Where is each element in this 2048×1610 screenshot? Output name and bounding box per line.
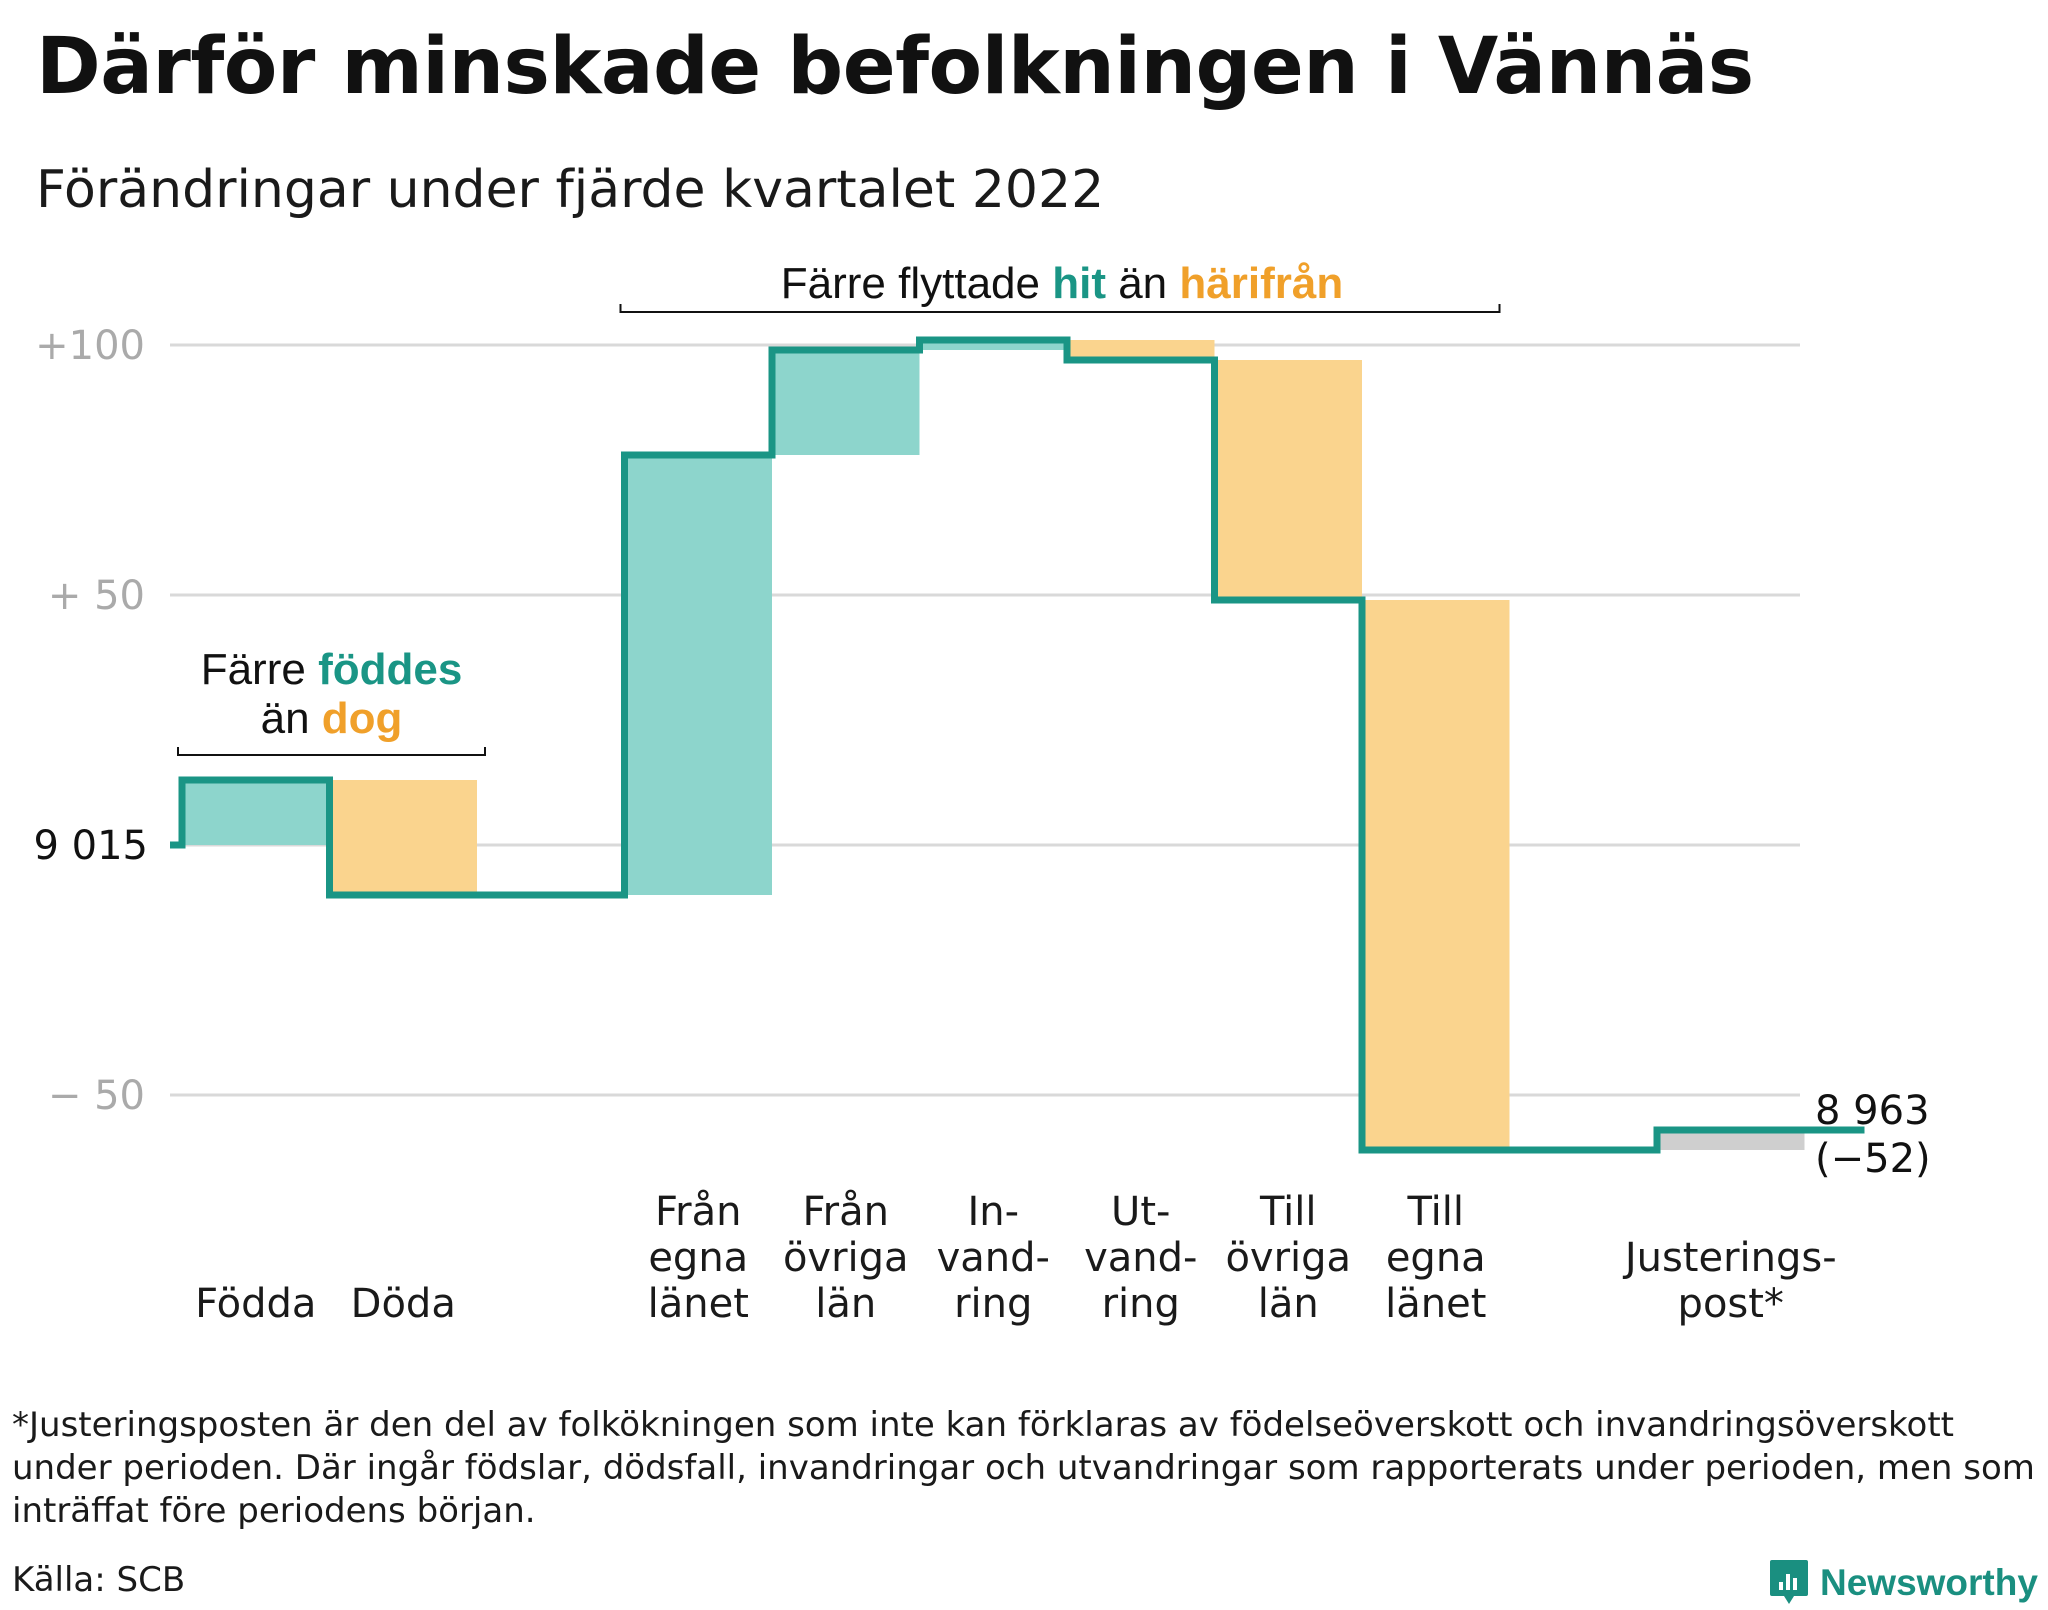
migration-annotation-part: härifrån <box>1179 259 1343 308</box>
category-label: vand- <box>1084 1235 1197 1281</box>
brand-name: Newsworthy <box>1820 1562 2038 1603</box>
bar-adjustment <box>1657 1130 1805 1150</box>
category-label: län <box>815 1281 876 1327</box>
newsworthy-logo-icon <box>1770 1560 1808 1604</box>
y-tick-label: +100 <box>35 323 145 369</box>
category-label: länet <box>1385 1281 1486 1327</box>
bar-increase <box>919 340 1067 350</box>
category-label: Justerings- <box>1622 1235 1837 1281</box>
category-label: län <box>1258 1281 1319 1327</box>
category-label: post* <box>1678 1281 1784 1327</box>
births-annotation-line2-part: dog <box>322 694 403 743</box>
bar-increase <box>624 455 772 895</box>
category-label: övriga <box>783 1235 909 1281</box>
births-bracket <box>177 747 486 756</box>
start-value-label: 9 015 <box>33 823 148 869</box>
category-label: Till <box>1406 1189 1464 1235</box>
migration-annotation-part: än <box>1106 259 1179 308</box>
y-tick-label: + 50 <box>48 573 145 619</box>
migration-annotation: Färre flyttade hit än härifrån <box>781 259 1343 308</box>
chart-title: Därför minskade befolkningen i Vännäs <box>36 22 1754 112</box>
migration-annotation-part: hit <box>1052 259 1106 308</box>
births-annotation-line2: än dog <box>261 694 403 743</box>
category-label: Döda <box>351 1281 456 1327</box>
migration-annotation-part: Färre flyttade <box>781 259 1052 308</box>
end-value-label: 8 963 <box>1815 1088 1930 1134</box>
migration-bracket <box>619 304 1501 313</box>
chart-subtitle: Förändringar under fjärde kvartalet 2022 <box>36 160 1105 220</box>
bar-decrease <box>1067 340 1215 360</box>
end-change-label: (−52) <box>1815 1136 1931 1182</box>
category-label: Från <box>803 1189 889 1235</box>
category-label: egna <box>1386 1235 1486 1281</box>
category-label: In- <box>967 1189 1019 1235</box>
cumulative-step-line <box>170 336 1865 1154</box>
newsworthy-logo[interactable]: Newsworthy <box>1768 1556 2038 1610</box>
bar-increase <box>772 350 920 455</box>
bar-increase <box>182 780 330 845</box>
bar-decrease <box>1362 600 1510 1150</box>
category-label: övriga <box>1225 1235 1351 1281</box>
category-label: ring <box>1102 1281 1180 1327</box>
births-annotation-line1-part: föddes <box>318 645 462 694</box>
source-credit: Källa: SCB <box>12 1560 186 1600</box>
category-label: Till <box>1259 1189 1317 1235</box>
category-label: Ut- <box>1111 1189 1170 1235</box>
y-tick-label: − 50 <box>48 1073 145 1119</box>
bar-decrease <box>329 780 477 895</box>
category-label: Från <box>655 1189 741 1235</box>
category-label: vand- <box>937 1235 1050 1281</box>
births-annotation-line1-part: Färre <box>201 645 318 694</box>
bar-decrease <box>1214 360 1362 600</box>
footnote: *Justeringsposten är den del av folkökni… <box>12 1405 2035 1531</box>
births-annotation-line1: Färre föddes <box>201 645 463 694</box>
category-label: Födda <box>195 1281 316 1327</box>
category-label: länet <box>648 1281 749 1327</box>
category-label: egna <box>648 1235 748 1281</box>
category-label: ring <box>954 1281 1032 1327</box>
births-annotation-line2-part: än <box>261 694 322 743</box>
